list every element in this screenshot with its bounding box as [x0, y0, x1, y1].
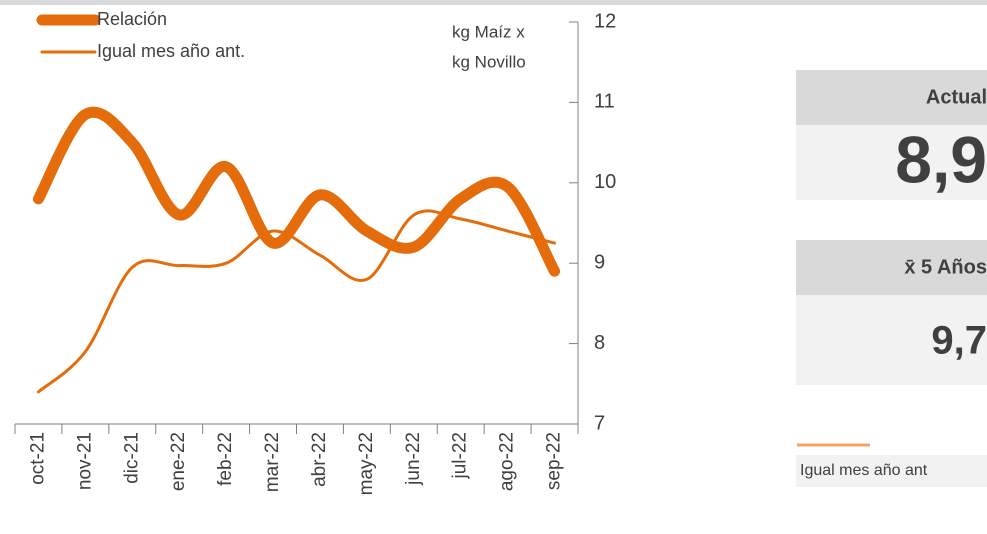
x-tick-label: jun-22	[403, 432, 424, 486]
series-line	[36, 209, 557, 394]
x-tick-label: nov-21	[74, 432, 95, 490]
x-tick-label: dic-21	[121, 432, 142, 484]
y-tick-label: 7	[594, 412, 605, 434]
x-tick-label: ene-22	[168, 432, 189, 491]
panel-header-bg	[796, 70, 987, 125]
panel-header: x̄ 5 Años	[904, 256, 987, 278]
y-tick-label: 8	[594, 332, 605, 354]
axis-label: kg Novillo	[452, 52, 526, 71]
side-legend-bg	[796, 455, 987, 487]
panel-value: 8,9	[895, 122, 987, 196]
legend-label: Relación	[97, 9, 167, 29]
x-tick-label: feb-22	[215, 432, 236, 486]
series-line	[32, 106, 561, 277]
y-tick-label: 12	[594, 10, 616, 32]
panel-body-bg	[796, 295, 987, 385]
x-tick-label: jul-22	[450, 432, 471, 479]
legend-label: Igual mes año ant.	[97, 41, 245, 61]
x-tick-label: may-22	[356, 432, 377, 495]
panel-body-bg	[796, 125, 987, 200]
y-tick-label: 11	[594, 91, 615, 113]
side-legend-label: Igual mes año ant	[800, 462, 928, 479]
panel-header-bg	[796, 240, 987, 295]
panel-header: Actual	[926, 86, 987, 108]
panel-value: 9,7	[931, 319, 987, 363]
x-tick-label: oct-21	[27, 432, 48, 485]
x-tick-label: abr-22	[309, 432, 330, 487]
x-tick-label: sep-22	[544, 432, 565, 490]
x-tick-label: mar-22	[262, 432, 283, 492]
y-tick-label: 9	[594, 251, 605, 273]
x-tick-label: ago-22	[497, 432, 518, 491]
axis-label: kg Maíz x	[452, 22, 525, 41]
y-tick-label: 10	[594, 171, 616, 193]
top-bar	[0, 0, 987, 5]
